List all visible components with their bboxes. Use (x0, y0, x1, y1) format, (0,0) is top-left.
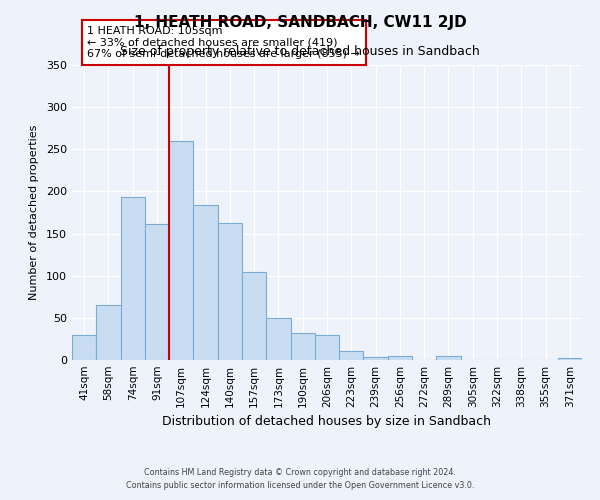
Bar (364, 356, 388, 360)
Bar (72, 334, 96, 360)
Bar (218, 222, 242, 360)
Bar (242, 272, 266, 360)
Y-axis label: Number of detached properties: Number of detached properties (29, 125, 39, 300)
Text: 1, HEATH ROAD, SANDBACH, CW11 2JD: 1, HEATH ROAD, SANDBACH, CW11 2JD (134, 15, 466, 30)
Bar (121, 198, 145, 360)
X-axis label: Distribution of detached houses by size in Sandbach: Distribution of detached houses by size … (163, 416, 491, 428)
Bar (436, 356, 461, 360)
Bar (193, 205, 218, 360)
Bar (169, 141, 193, 360)
Text: Contains HM Land Registry data © Crown copyright and database right 2024.
Contai: Contains HM Land Registry data © Crown c… (126, 468, 474, 490)
Bar (339, 350, 364, 360)
Bar (388, 356, 412, 360)
Text: 1 HEATH ROAD: 105sqm
← 33% of detached houses are smaller (419)
67% of semi-deta: 1 HEATH ROAD: 105sqm ← 33% of detached h… (88, 26, 360, 59)
Text: Size of property relative to detached houses in Sandbach: Size of property relative to detached ho… (120, 45, 480, 58)
Bar (315, 334, 339, 360)
Bar (145, 224, 169, 360)
Bar (266, 318, 290, 360)
Bar (96, 305, 121, 360)
Bar (290, 333, 315, 360)
Bar (558, 358, 582, 360)
